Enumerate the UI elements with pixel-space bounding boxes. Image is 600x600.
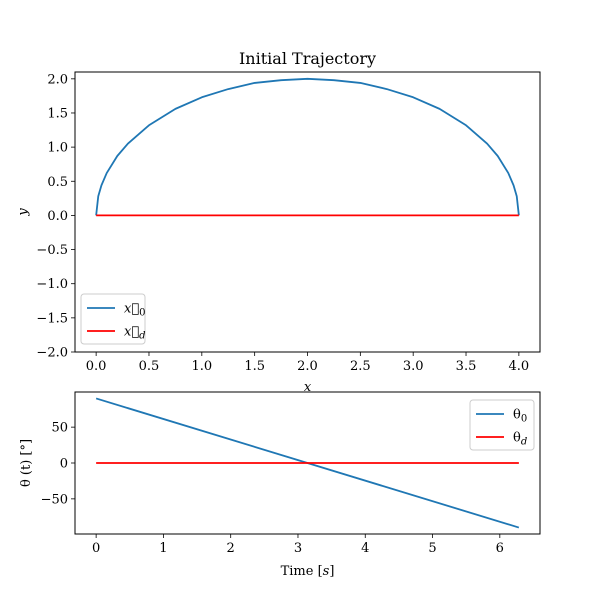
trajectory-x-tick-label: 2.5	[350, 359, 371, 374]
trajectory-y-tick-label: 2.0	[47, 72, 68, 87]
angle-y-tick-label: −50	[41, 492, 68, 507]
angle-x-tick-label: 4	[361, 541, 369, 556]
trajectory-y-tick-label: 1.5	[47, 106, 68, 121]
trajectory-ticks: 0.0 0.5 1.0 1.5 2.0 2.5 3.0 3.5 4.0 −2.0 −1.5 −1.0 −…	[36, 72, 529, 374]
trajectory-x-tick-label: 1.0	[191, 359, 212, 374]
trajectory-y-tick-label: −0.5	[36, 243, 68, 258]
trajectory-x-tick-label: 3.5	[456, 359, 477, 374]
trajectory-y-tick-label: 0.0	[47, 209, 68, 224]
angle-x-tick-label: 5	[428, 541, 436, 556]
angle-legend-label-d: θd	[513, 431, 527, 448]
time-axis-label: Time [s]	[281, 564, 335, 579]
time-axis-label-unit: s	[323, 564, 330, 579]
angle-y-tick-label: 0	[60, 457, 68, 472]
trajectory-x-tick-label: 1.5	[244, 359, 265, 374]
trajectory-series-line-0	[95, 77, 520, 216]
x-axis-label: x	[304, 380, 312, 395]
angle-x-tick-label: 2	[227, 541, 235, 556]
theta-axis-label: θ (t) [°]	[19, 439, 34, 487]
angle-plot: 0 1 2 3 4 5 6 −50 0 50 Time [s] θ (t) [°] θ0 θd	[19, 391, 541, 579]
angle-series	[95, 397, 520, 529]
angle-legend-label-0: θ0	[513, 408, 527, 425]
trajectory-x-tick-label: 2.0	[297, 359, 318, 374]
trajectory-y-tick-label: −2.0	[36, 346, 68, 361]
angle-x-tick-label: 1	[159, 541, 167, 556]
angle-legend: θ0 θd	[469, 399, 535, 451]
trajectory-x-tick-label: 3.0	[403, 359, 424, 374]
angle-x-tick-label: 6	[496, 541, 504, 556]
trajectory-y-tick-label: 1.0	[47, 141, 68, 156]
trajectory-y-tick-label: −1.5	[36, 311, 68, 326]
trajectory-x-tick-label: 0.0	[86, 359, 107, 374]
angle-axes-frame	[74, 391, 541, 535]
trajectory-y-tick-label: −1.0	[36, 277, 68, 292]
trajectory-x-tick-label: 0.5	[139, 359, 160, 374]
trajectory-axes-frame	[74, 71, 541, 353]
y-axis-label: y	[16, 208, 31, 217]
angle-x-tick-label: 3	[294, 541, 302, 556]
time-axis-label-main: Time [	[281, 564, 323, 579]
trajectory-series	[95, 77, 520, 217]
trajectory-legend: x⃗0 x⃗d	[80, 293, 146, 345]
trajectory-plot: Initial Trajectory 0.0 0.5 1.0 1.5 2.0 2.5 3.0…	[16, 49, 541, 395]
angle-x-tick-label: 0	[92, 541, 100, 556]
trajectory-legend-label-0: x⃗0	[124, 302, 146, 319]
angle-ticks: 0 1 2 3 4 5 6 −50 0 50	[41, 421, 504, 556]
angle-y-tick-label: 50	[51, 421, 68, 436]
trajectory-x-tick-label: 4.0	[509, 359, 530, 374]
trajectory-legend-label-d: x⃗d	[124, 325, 146, 342]
plot-title: Initial Trajectory	[239, 49, 376, 68]
time-axis-label-close: ]	[329, 564, 334, 579]
trajectory-y-tick-label: 0.5	[47, 175, 68, 190]
